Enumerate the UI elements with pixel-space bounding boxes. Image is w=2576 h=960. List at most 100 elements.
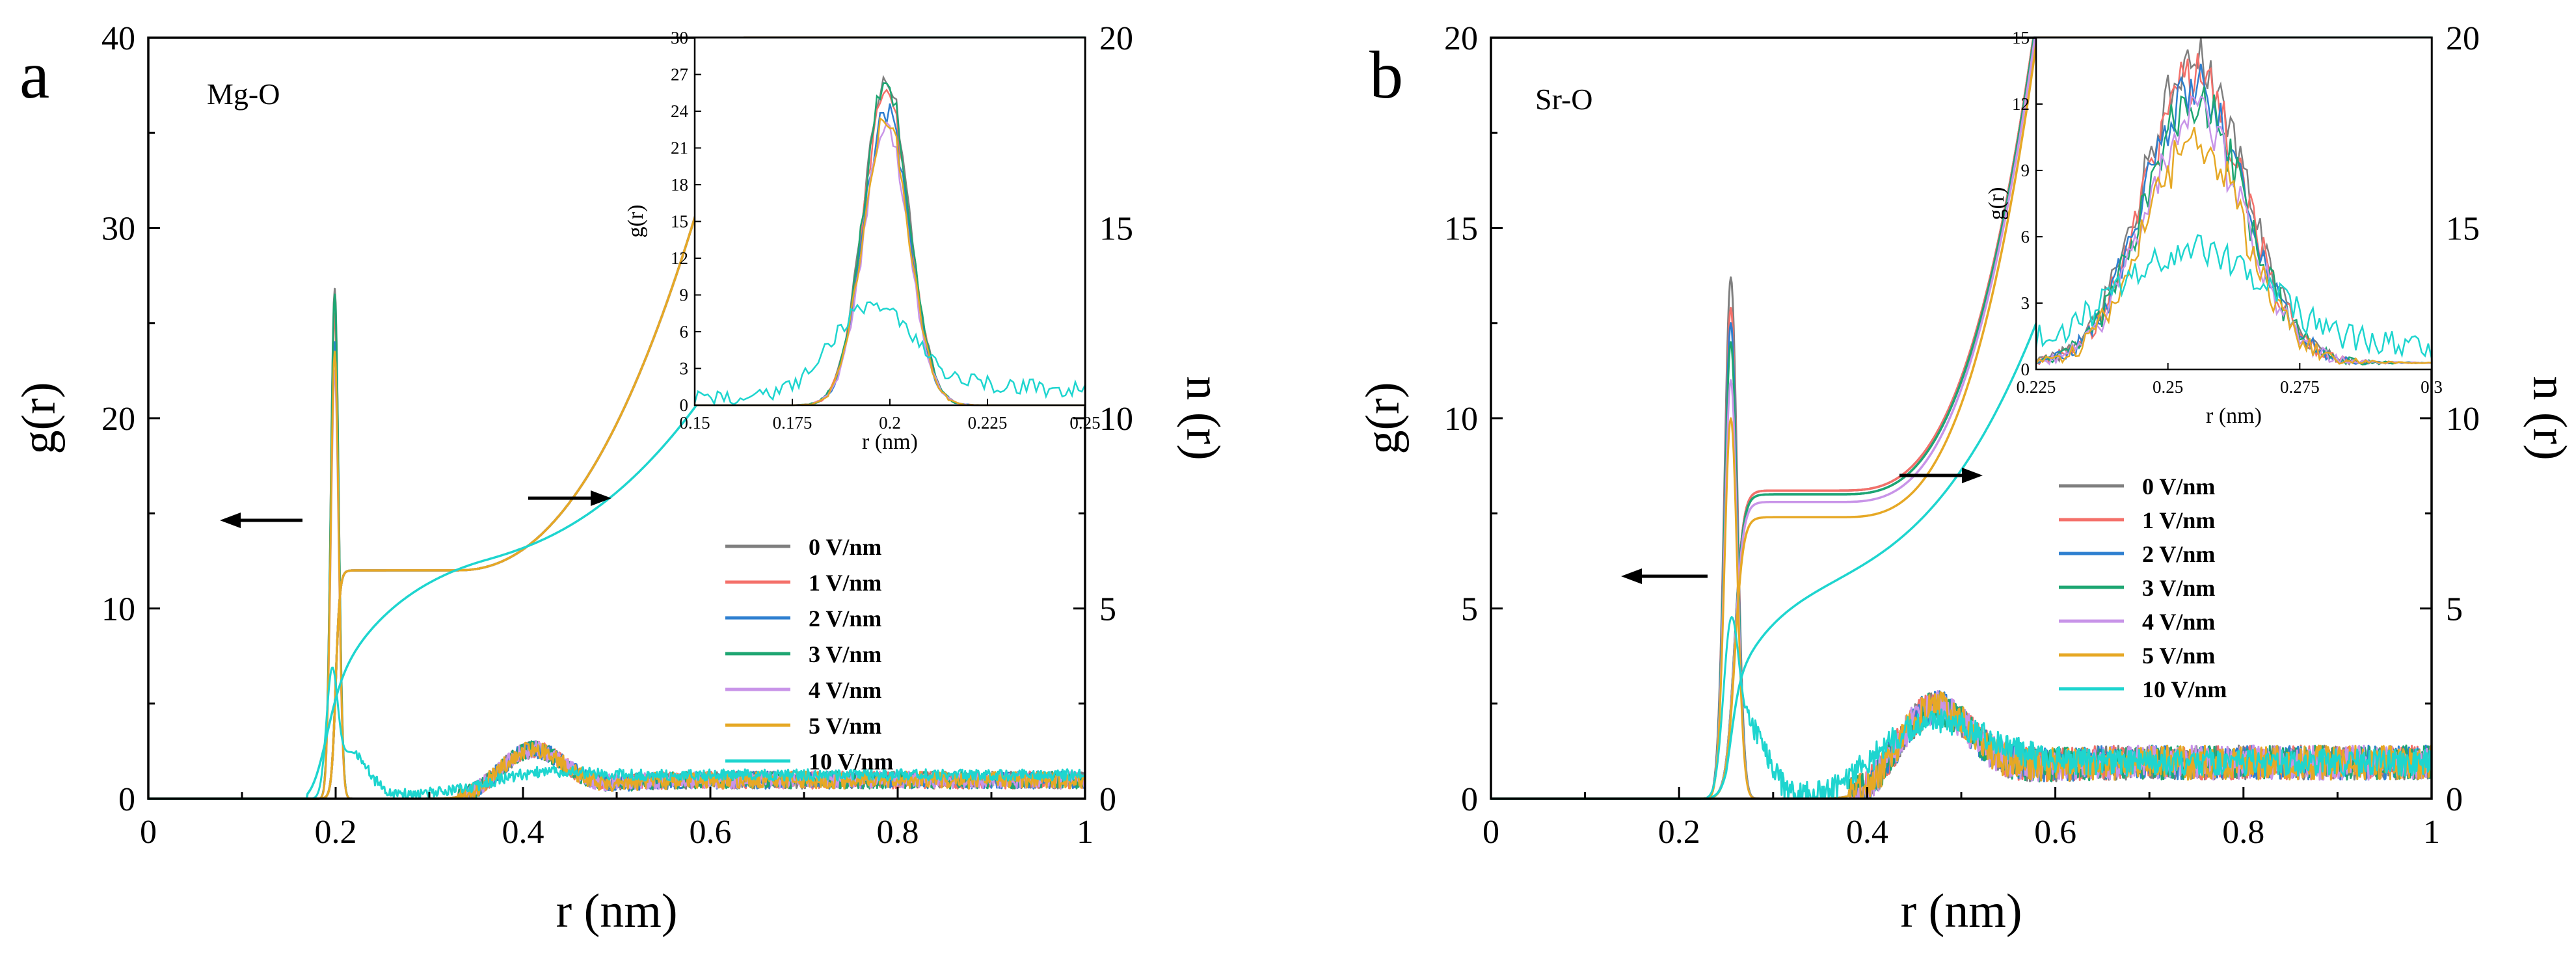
right-y-tick-label: 20 (2446, 20, 2480, 57)
x-tick-label: 0 (140, 814, 157, 851)
panel-b-left-arrow (1621, 568, 1708, 584)
panel-b-inset-frame (2035, 36, 2433, 371)
right-y-tick-label: 10 (2446, 401, 2480, 438)
right-y-tick-label: 0 (1099, 781, 1116, 818)
panel-b-letter: b (1369, 38, 1403, 113)
legend-label: 5 V/nm (2142, 643, 2215, 669)
x-tick-label: 0.4 (1846, 814, 1888, 851)
left-y-tick-label: 0 (1461, 781, 1478, 818)
gr-line-2vnm (148, 341, 1086, 800)
inset-y-tick-label: 3 (2021, 293, 2030, 313)
inset-x-tick-label: 0.225 (2017, 377, 2056, 397)
panel-b-legend: 0 V/nm 1 V/nm 2 V/nm 3 V/nm 4 V/nm 5 V/nm 10 V… (2059, 473, 2227, 702)
legend-label: 0 V/nm (809, 534, 881, 560)
left-y-tick-label: 5 (1461, 591, 1478, 628)
panel-a-right-arrow (528, 490, 611, 506)
panel-b-inset-x-title: r (nm) (2206, 404, 2262, 428)
panel-a-inset: 0.15 0.175 0.2 0.225 0.25036912151821242730 … (624, 28, 1101, 454)
left-y-tick-label: 15 (1444, 211, 1478, 248)
inset-gr-line-5vnm (2035, 127, 2432, 365)
right-y-tick-label: 15 (2446, 211, 2480, 248)
panel-a-inset-y-title: g(r) (624, 205, 648, 238)
inset-y-tick-label: 12 (671, 248, 688, 268)
panel-b-inset-curves (2035, 37, 2433, 366)
panel-b-right-arrow (1899, 468, 1983, 483)
inset-x-tick-label: 0.2 (879, 413, 901, 433)
legend-label: 0 V/nm (2142, 473, 2215, 500)
right-y-tick-label: 20 (1099, 20, 1133, 57)
legend-label: 3 V/nm (2142, 575, 2215, 601)
right-y-tick-label: 5 (2446, 591, 2463, 628)
inset-x-tick-label: 0.3 (2421, 377, 2443, 397)
panel-a-x-axis-title: r (nm) (556, 885, 678, 938)
panel-a-right-axis-title: n (r) (1176, 376, 1229, 460)
panel-a-letter: a (20, 38, 49, 113)
panel-a-inset-background (695, 38, 1085, 405)
left-y-tick-label: 20 (1444, 20, 1478, 57)
left-y-tick-label: 10 (101, 591, 135, 628)
x-tick-label: 1 (2423, 814, 2440, 851)
panel-a-inset-axes: 0.15 0.175 0.2 0.225 0.25 0 3 6 9 12 15 18 21 24 27 30 (671, 28, 1101, 433)
x-tick-label: 0.4 (502, 814, 544, 851)
inset-gr-line-10vnm (693, 301, 1086, 407)
legend-label: 2 V/nm (2142, 541, 2215, 567)
x-tick-label: 0.8 (877, 814, 919, 851)
inset-y-tick-label: 0 (2021, 360, 2030, 379)
legend-label: 1 V/nm (2142, 507, 2215, 533)
legend-label: 4 V/nm (2142, 609, 2215, 635)
panel-b-right-axis-title: n (r) (2523, 376, 2576, 460)
x-tick-label: 0.8 (2222, 814, 2264, 851)
panel-b-inset: 0.225 0.25 0.275 0.3 0 3 6 9 12 15 r (nm) g(r) (1985, 28, 2443, 428)
inset-y-tick-label: 30 (671, 28, 688, 47)
panel-b-inset-y-title: g(r) (1985, 187, 2009, 220)
gr-line-4vnm (148, 369, 1086, 800)
inset-y-tick-label: 24 (671, 101, 689, 121)
legend-label: 5 V/nm (809, 713, 881, 739)
inset-y-tick-label: 12 (2012, 94, 2030, 114)
inset-x-tick-label: 0.175 (773, 413, 812, 433)
panel-b-inset-axes: 0.225 0.25 0.275 0.3 0 3 6 9 12 15 (2012, 28, 2443, 397)
inset-x-tick-label: 0.275 (2280, 377, 2320, 397)
x-tick-label: 0.6 (2034, 814, 2076, 851)
inset-y-tick-label: 21 (671, 139, 688, 158)
inset-y-tick-label: 0 (680, 395, 689, 415)
right-y-tick-label: 5 (1099, 591, 1116, 628)
inset-y-tick-label: 18 (671, 175, 688, 194)
panel-b-x-axis-title: r (nm) (1901, 885, 2022, 938)
panel-a-left-arrow (220, 513, 302, 528)
inset-y-tick-label: 27 (671, 65, 688, 85)
left-y-tick-label: 30 (101, 211, 135, 248)
panel-a-species-label: Mg-O (207, 77, 280, 111)
panel-b-species-label: Sr-O (1535, 83, 1593, 116)
legend-label: 10 V/nm (809, 749, 893, 775)
inset-y-tick-label: 15 (671, 212, 688, 232)
inset-x-tick-label: 0.15 (679, 413, 710, 433)
right-y-tick-label: 15 (1099, 211, 1133, 248)
legend-label: 1 V/nm (809, 570, 881, 596)
panel-a-legend: 0 V/nm 1 V/nm 2 V/nm 3 V/nm 4 V/nm 5 V/nm 10 V… (725, 534, 893, 775)
left-y-tick-label: 20 (101, 401, 135, 438)
panel-a-inset-x-title: r (nm) (862, 430, 918, 454)
legend-label: 4 V/nm (809, 677, 881, 703)
inset-y-tick-label: 6 (680, 322, 689, 341)
inset-gr-line-10vnm (2035, 234, 2433, 358)
inset-y-tick-label: 9 (680, 286, 689, 305)
legend-label: 2 V/nm (809, 606, 881, 632)
x-tick-label: 0.2 (1658, 814, 1700, 851)
x-tick-label: 0.6 (690, 814, 732, 851)
gr-line-5vnm (148, 351, 1086, 800)
inset-y-tick-label: 6 (2021, 227, 2030, 247)
legend-label: 3 V/nm (809, 641, 881, 667)
left-y-tick-label: 0 (118, 781, 135, 818)
inset-x-tick-label: 0.25 (1069, 413, 1100, 433)
inset-y-tick-label: 9 (2021, 161, 2030, 180)
x-tick-label: 0 (1483, 814, 1499, 851)
inset-y-tick-label: 3 (680, 359, 689, 379)
panel-a-left-axis-title: g(r) (12, 382, 66, 455)
inset-x-tick-label: 0.25 (2153, 377, 2183, 397)
